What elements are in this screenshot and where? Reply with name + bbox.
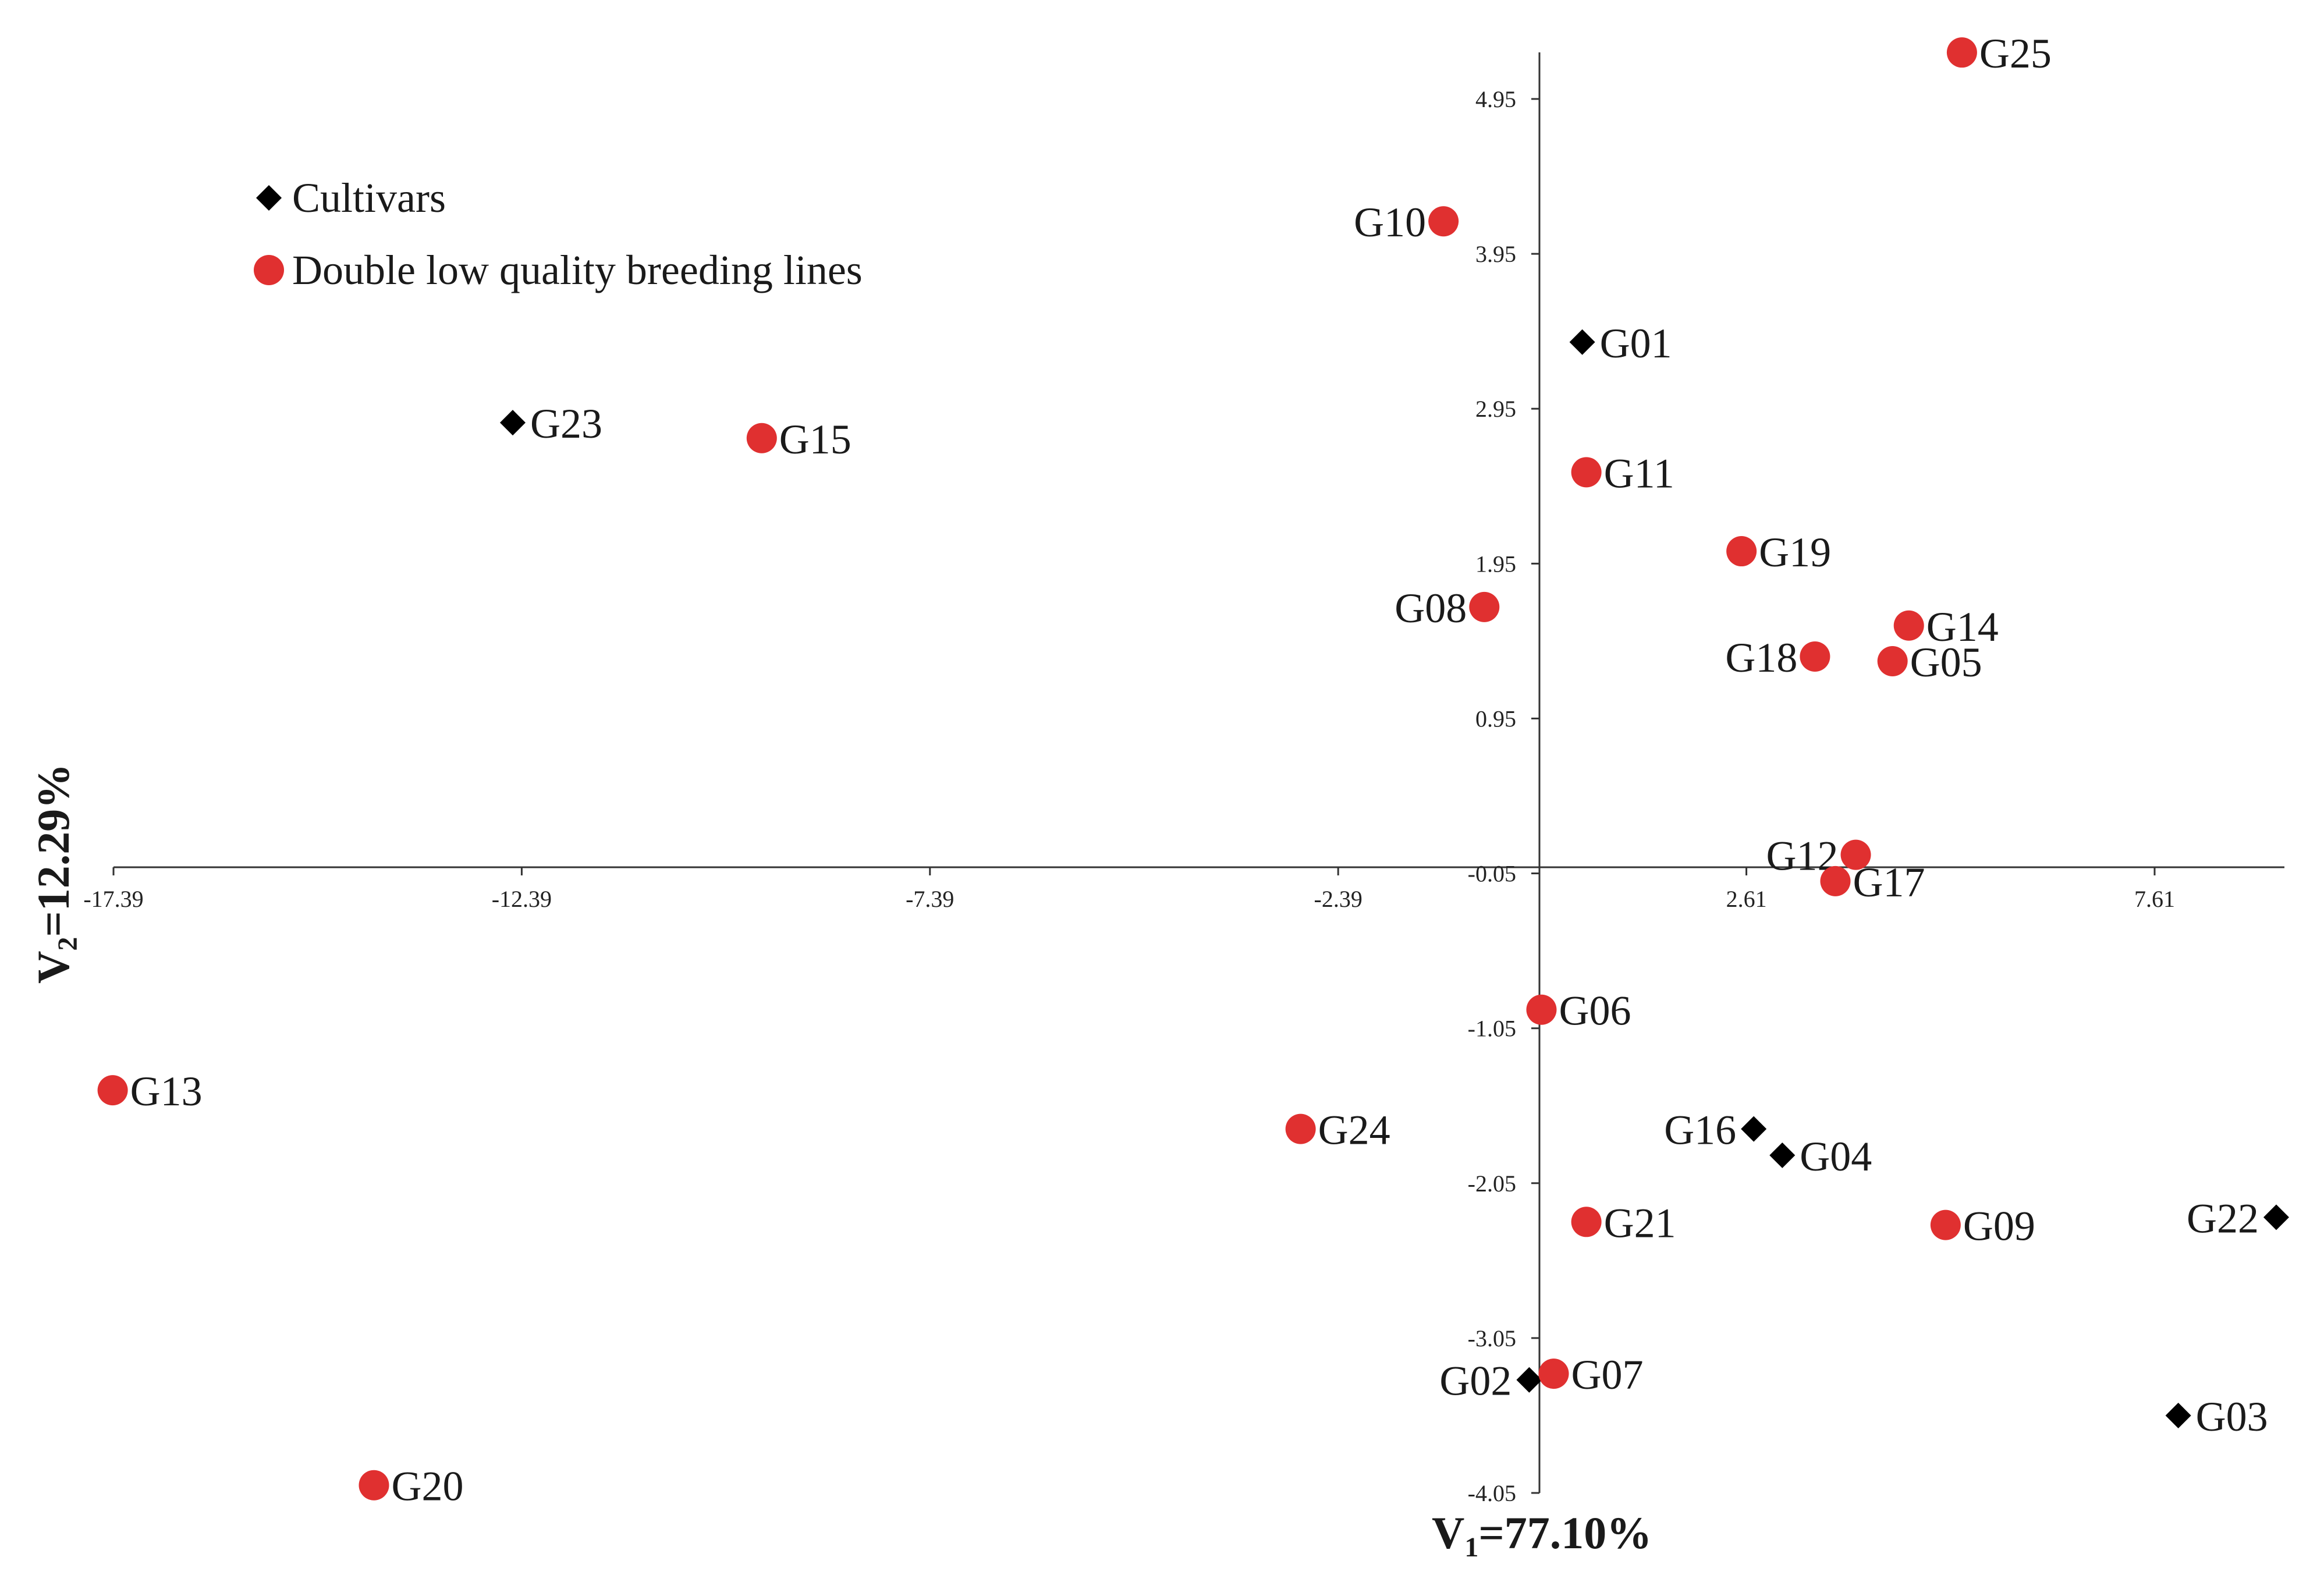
point-g21 <box>1571 1207 1602 1237</box>
x-axis-title-main: V <box>1432 1507 1464 1558</box>
x-axis-title-sub: 1 <box>1464 1532 1478 1563</box>
point-label-g16: G16 <box>1664 1107 1736 1154</box>
legend: Cultivars Double low quality breeding lin… <box>254 175 863 293</box>
point-g12 <box>1840 839 1871 870</box>
x-tick-label: 7.61 <box>2134 886 2175 912</box>
point-g07 <box>1538 1358 1569 1389</box>
point-g17 <box>1820 866 1851 896</box>
point-label-g03: G03 <box>2196 1393 2268 1440</box>
point-label-g21: G21 <box>1604 1200 1676 1246</box>
legend-marker-breeding-lines <box>254 255 284 285</box>
point-label-g23: G23 <box>530 400 602 447</box>
point-g14 <box>1893 610 1924 641</box>
legend-marker-cultivars <box>256 185 282 211</box>
x-tick-label: 2.61 <box>1726 886 1767 912</box>
point-g24 <box>1285 1113 1316 1144</box>
y-tick-label: -0.05 <box>1468 861 1516 887</box>
point-label-g15: G15 <box>779 416 851 463</box>
x-axis-title-rest: =77.10% <box>1478 1507 1652 1558</box>
y-tick-label: -1.05 <box>1468 1016 1516 1042</box>
point-g23 <box>499 410 526 436</box>
point-g18 <box>1800 641 1830 672</box>
point-label-g01: G01 <box>1600 320 1672 367</box>
x-axis-title: V1=77.10% <box>1432 1507 1652 1563</box>
point-g15 <box>746 423 777 453</box>
y-axis-title-main: V <box>28 951 79 984</box>
point-g01 <box>1569 329 1595 355</box>
point-label-g19: G19 <box>1759 529 1831 576</box>
y-tick-label: 4.95 <box>1475 86 1516 112</box>
point-g10 <box>1428 206 1459 237</box>
point-label-g06: G06 <box>1559 988 1631 1034</box>
y-axis-title-rest: =12.29% <box>28 764 79 937</box>
point-label-g17: G17 <box>1853 859 1925 906</box>
point-g19 <box>1726 536 1757 567</box>
point-g02 <box>1516 1367 1542 1393</box>
legend-label-cultivars: Cultivars <box>292 175 446 221</box>
point-label-g20: G20 <box>391 1463 463 1510</box>
axes: -17.39 -12.39 -7.39 -2.39 2.61 7.61 4.95 3.95 2.… <box>83 52 2284 1506</box>
point-label-g18: G18 <box>1725 634 1797 681</box>
axis-titles: V1=77.10% V2=12.29% <box>28 764 1652 1563</box>
point-g03 <box>2165 1402 2191 1428</box>
y-tick-label: -4.05 <box>1468 1480 1516 1506</box>
point-label-g13: G13 <box>130 1068 203 1115</box>
legend-label-breeding-lines: Double low quality breeding lines <box>292 247 863 293</box>
point-g25 <box>1946 37 1977 68</box>
y-tick-label: -2.05 <box>1468 1170 1516 1197</box>
point-label-g07: G07 <box>1571 1352 1644 1398</box>
point-label-g02: G02 <box>1439 1358 1512 1404</box>
point-label-g08: G08 <box>1395 585 1467 632</box>
y-tick-label: 0.95 <box>1475 705 1516 732</box>
x-tick-label: -12.39 <box>492 886 552 912</box>
point-label-g10: G10 <box>1354 199 1426 246</box>
point-label-g24: G24 <box>1318 1107 1390 1154</box>
point-g06 <box>1526 994 1557 1025</box>
y-tick-label: 1.95 <box>1475 551 1516 577</box>
point-label-g09: G09 <box>1963 1203 2035 1250</box>
x-tick-label: -7.39 <box>906 886 954 912</box>
point-label-g05: G05 <box>1910 639 1982 686</box>
point-g22 <box>2263 1204 2289 1230</box>
x-tick-label: -2.39 <box>1314 886 1363 912</box>
point-g13 <box>97 1075 128 1106</box>
y-tick-label: 3.95 <box>1475 241 1516 267</box>
point-label-g11: G11 <box>1604 450 1674 496</box>
y-tick-label: 2.95 <box>1475 396 1516 422</box>
y-axis-title: V2=12.29% <box>28 764 83 984</box>
point-label-g25: G25 <box>1979 30 2052 77</box>
series-cultivars: G01 G23 G16 G04 G22 G02 G03 <box>499 320 2289 1440</box>
point-label-g04: G04 <box>1800 1133 1872 1180</box>
point-g05 <box>1877 645 1908 676</box>
point-g08 <box>1469 591 1500 622</box>
point-g04 <box>1769 1142 1796 1168</box>
point-label-g14: G14 <box>1926 604 1999 650</box>
y-axis-title-sub: 2 <box>52 937 83 951</box>
x-tick-label: -17.39 <box>83 886 143 912</box>
point-g11 <box>1571 457 1602 488</box>
point-g20 <box>359 1470 389 1501</box>
point-g09 <box>1930 1209 1961 1240</box>
point-label-g22: G22 <box>2187 1195 2259 1242</box>
y-tick-label: -3.05 <box>1468 1325 1516 1352</box>
point-g16 <box>1741 1116 1767 1142</box>
